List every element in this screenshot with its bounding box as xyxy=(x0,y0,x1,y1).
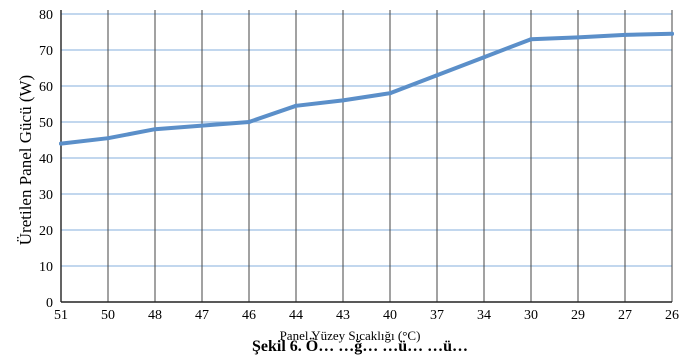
series-line xyxy=(59,31,674,146)
data-point xyxy=(294,103,298,108)
data-point xyxy=(576,35,580,40)
y-tick-label: 40 xyxy=(39,152,53,167)
y-tick-label: 60 xyxy=(39,80,53,95)
data-point xyxy=(106,136,110,141)
x-tick-label: 30 xyxy=(524,308,538,323)
data-point xyxy=(153,127,157,132)
x-tick-label: 43 xyxy=(336,308,350,323)
y-tick-label: 70 xyxy=(39,44,53,59)
x-tick-label: 46 xyxy=(242,308,256,323)
y-tick-label: 50 xyxy=(39,116,53,131)
x-tick-label: 34 xyxy=(477,308,491,323)
x-tick-label: 27 xyxy=(618,308,632,323)
data-point xyxy=(247,120,251,124)
x-tick-label: 29 xyxy=(571,308,585,323)
y-tick-label: 20 xyxy=(39,224,53,239)
data-point xyxy=(482,55,486,60)
y-tick-label: 0 xyxy=(46,296,53,311)
data-point xyxy=(670,31,674,36)
x-tick-label: 44 xyxy=(289,308,303,323)
data-point xyxy=(341,98,345,103)
data-point xyxy=(529,37,533,42)
x-tick-label: 47 xyxy=(195,308,209,323)
data-point xyxy=(59,141,63,146)
x-tick-label: 40 xyxy=(383,308,397,323)
x-tick-label: 50 xyxy=(101,308,115,323)
y-axis-label: Üretilen Panel Gücü (W) xyxy=(16,74,35,246)
data-point xyxy=(388,91,392,96)
x-tick-label: 26 xyxy=(665,308,679,323)
figure-caption: Şekil 6. Ö… …ğ… …ü… …ü… xyxy=(251,338,469,355)
data-point xyxy=(435,73,439,78)
y-tick-label: 30 xyxy=(39,188,53,203)
y-tick-label: 80 xyxy=(39,8,53,23)
x-tick-label: 51 xyxy=(54,308,68,323)
x-tick-label: 48 xyxy=(148,308,162,323)
x-tick-label: 37 xyxy=(430,308,444,323)
x-axis-label: Panel Yüzey Sıcaklığı (°C) xyxy=(279,328,421,343)
data-point xyxy=(623,32,627,37)
data-point xyxy=(200,123,204,128)
y-tick-label: 10 xyxy=(39,260,53,275)
